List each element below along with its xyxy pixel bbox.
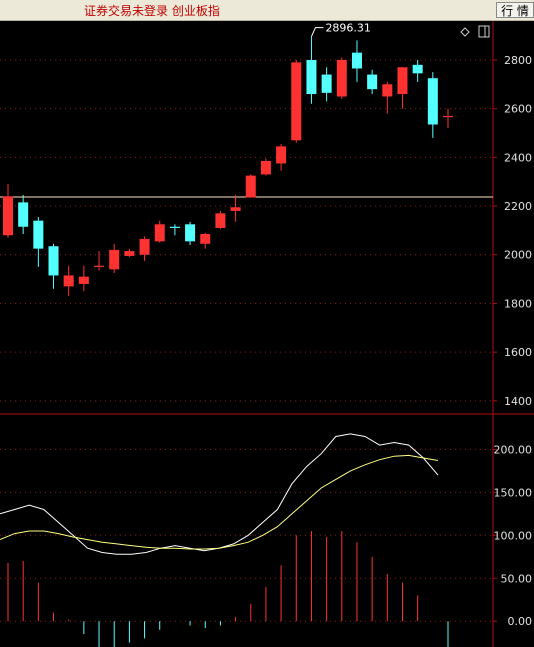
candle-body xyxy=(291,62,302,141)
candle-body xyxy=(367,74,378,90)
candle-body xyxy=(124,251,135,256)
high-marker xyxy=(310,27,324,37)
status-text: 证券交易未登录 创业板指 xyxy=(84,4,220,18)
candle xyxy=(276,143,287,171)
price-axis-label: 1800 xyxy=(504,297,532,310)
candle xyxy=(245,174,256,198)
candle xyxy=(200,232,211,249)
candle-body xyxy=(109,249,120,270)
panel-toggle-icon[interactable] xyxy=(478,25,490,38)
candle-body xyxy=(443,115,453,118)
high-price-label: 2896.31 xyxy=(325,22,371,35)
candle xyxy=(63,265,74,297)
candle xyxy=(382,81,393,114)
candle xyxy=(169,224,180,236)
quote-button[interactable]: 行 情 xyxy=(496,2,534,18)
candle-body xyxy=(321,74,332,93)
candle xyxy=(18,195,29,235)
candle xyxy=(230,195,241,222)
candle xyxy=(139,236,150,261)
candle-body xyxy=(94,265,105,267)
candle xyxy=(443,108,453,129)
indicator-line-slow xyxy=(0,454,439,550)
candle xyxy=(336,57,347,99)
candle-body xyxy=(169,226,180,228)
candle xyxy=(78,265,89,292)
candle-body xyxy=(245,175,256,198)
candle-body xyxy=(48,246,59,276)
candle-body xyxy=(3,196,13,236)
candle xyxy=(185,221,196,245)
price-axis-label: 1400 xyxy=(504,395,532,408)
kline-chart[interactable]: 2896.31 2800 2600 2400 2200 2000 1800 1600 1400… xyxy=(0,21,534,647)
candle xyxy=(124,248,135,258)
price-axis-label: 1600 xyxy=(504,346,532,359)
candle xyxy=(33,217,44,267)
candle-body xyxy=(351,52,362,69)
macd-bars xyxy=(7,531,449,647)
price-axis-label: 2000 xyxy=(504,249,532,262)
candle-body xyxy=(154,224,165,242)
candle xyxy=(427,72,438,138)
candle-body xyxy=(427,78,438,125)
indicator-axis-label: 100.00 xyxy=(494,529,533,542)
candle-body xyxy=(78,276,89,284)
candle xyxy=(291,59,302,143)
price-axis-label: 2600 xyxy=(504,103,532,116)
candle-body xyxy=(382,84,393,97)
candle xyxy=(306,36,317,104)
diamond-icon[interactable] xyxy=(460,27,470,37)
y-axis-labels: 2800 2600 2400 2200 2000 1800 1600 1400 200.00 15… xyxy=(494,54,533,628)
candle-body xyxy=(336,59,347,97)
candle-body xyxy=(276,146,287,164)
candle-body xyxy=(185,224,196,242)
indicator-line-fast xyxy=(0,433,439,555)
candle xyxy=(94,251,105,271)
candle-body xyxy=(33,220,44,249)
candle-body xyxy=(215,213,226,228)
candle-body xyxy=(200,234,211,244)
top-toolbar: 证券交易未登录 创业板指 行 情 xyxy=(0,0,534,21)
candle xyxy=(3,184,13,238)
grid-layer xyxy=(0,59,497,622)
indicator-lines xyxy=(0,433,439,555)
price-axis-label: 2400 xyxy=(504,151,532,164)
indicator-axis-label: 50.00 xyxy=(501,572,533,585)
candle xyxy=(321,67,332,102)
candle xyxy=(260,158,271,176)
candle xyxy=(154,220,165,243)
candle xyxy=(48,243,59,289)
candle-body xyxy=(260,161,271,175)
candle-body xyxy=(63,275,74,287)
candle-body xyxy=(397,67,408,95)
candle-body xyxy=(412,64,423,74)
candle xyxy=(397,67,408,109)
candle xyxy=(109,243,120,273)
indicator-axis-label: 200.00 xyxy=(494,443,533,456)
candle xyxy=(215,210,226,230)
candle-body xyxy=(139,238,150,255)
candle-body xyxy=(230,207,241,211)
price-axis-label: 2200 xyxy=(504,200,532,213)
indicator-axis-label: 0.00 xyxy=(508,615,533,628)
indicator-axis-label: 150.00 xyxy=(494,486,533,499)
candle xyxy=(412,59,423,82)
candle xyxy=(367,69,378,95)
candle-body xyxy=(18,202,29,227)
candles xyxy=(3,36,453,297)
price-axis-label: 2800 xyxy=(504,54,532,67)
candle xyxy=(351,40,362,82)
candle-body xyxy=(306,59,317,95)
